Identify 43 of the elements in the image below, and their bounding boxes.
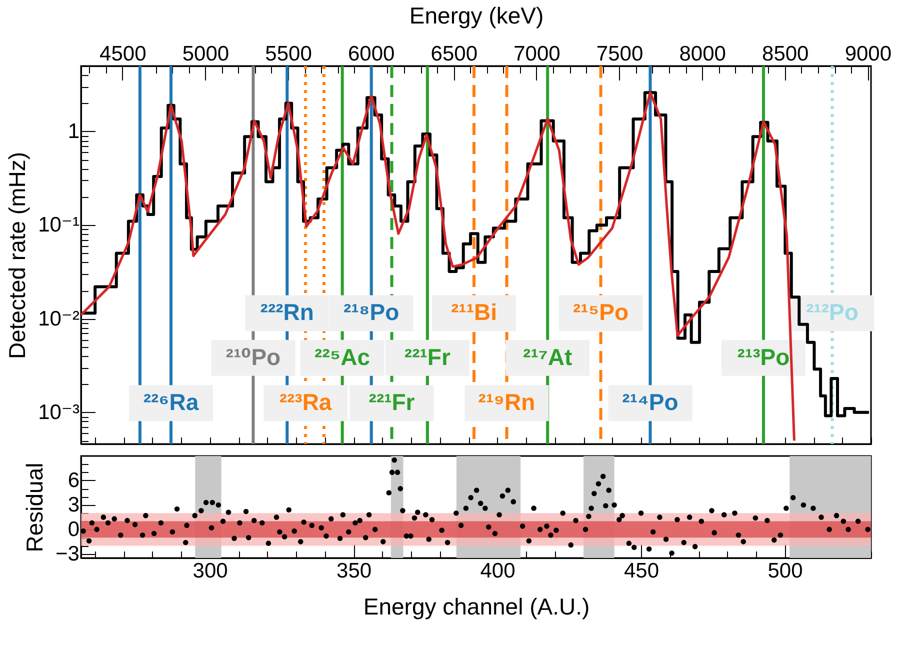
x2-tick-label: 8500 bbox=[762, 42, 809, 66]
x2-tick-label: 8000 bbox=[679, 42, 726, 66]
x2-tick-label: 5000 bbox=[182, 42, 230, 66]
ref-line-label: ²¹⁹Rn bbox=[478, 389, 536, 416]
x2-tick-label: 6500 bbox=[430, 42, 478, 66]
ref-line-label: ²¹⁴Po bbox=[622, 389, 678, 416]
ref-line-label: ²²⁶Ra bbox=[143, 389, 199, 416]
line-series bbox=[81, 91, 796, 442]
ref-line-label: ²¹⁵Po bbox=[573, 299, 629, 326]
ref-line-label: ²¹¹Bi bbox=[450, 299, 497, 326]
ref-line-label: ²¹⁷At bbox=[523, 344, 572, 370]
ref-line-label: ²²¹Fr bbox=[368, 389, 415, 416]
ref-line-label: ²²²Rn bbox=[260, 299, 314, 326]
x2-tick-label: 7000 bbox=[514, 42, 560, 66]
x-tick-label: 500 bbox=[768, 560, 803, 582]
ref-line-label: ²²³Ra bbox=[279, 389, 332, 416]
x2-tick-label: 5500 bbox=[265, 42, 312, 66]
x2-tick-label: 6000 bbox=[348, 42, 395, 66]
y-axis-title: Detected rate (mHz) bbox=[4, 152, 30, 360]
x2-axis-title: Energy (keV) bbox=[409, 2, 544, 28]
ref-line-label: ²¹²Po bbox=[806, 299, 858, 326]
x2-tick-label: 9000 bbox=[844, 42, 892, 66]
x2-tick-label: 4500 bbox=[100, 42, 146, 66]
x-tick-label: 400 bbox=[480, 560, 516, 582]
ref-line-label: ²¹³Po bbox=[737, 344, 790, 370]
y-axis-title: Residual bbox=[22, 462, 48, 552]
y-tick-label: 6 bbox=[68, 468, 80, 492]
x-tick-label: 450 bbox=[624, 560, 660, 582]
y-tick-label: 10⁻² bbox=[38, 307, 80, 330]
x2-tick-label: 7500 bbox=[596, 42, 644, 66]
ref-line-label: ²¹⁰Po bbox=[226, 344, 281, 370]
ref-line-label: ²²¹Fr bbox=[404, 344, 450, 370]
ref-line-label: ²²⁵Ac bbox=[314, 344, 370, 370]
y-tick-label: −3 bbox=[56, 542, 80, 566]
y-tick-label: 10⁻³ bbox=[38, 400, 80, 424]
x-tick-label: 300 bbox=[192, 560, 228, 582]
y-tick-label: 3 bbox=[68, 493, 80, 516]
y-tick-label: 0 bbox=[68, 518, 80, 541]
x-axis-title: Energy channel (A.U.) bbox=[363, 594, 590, 620]
ref-line-label: ²¹⁸Po bbox=[344, 299, 400, 326]
y-tick-label: 10⁻¹ bbox=[38, 214, 80, 237]
y-tick-label: 1 bbox=[68, 120, 80, 143]
x-tick-label: 350 bbox=[336, 560, 372, 582]
